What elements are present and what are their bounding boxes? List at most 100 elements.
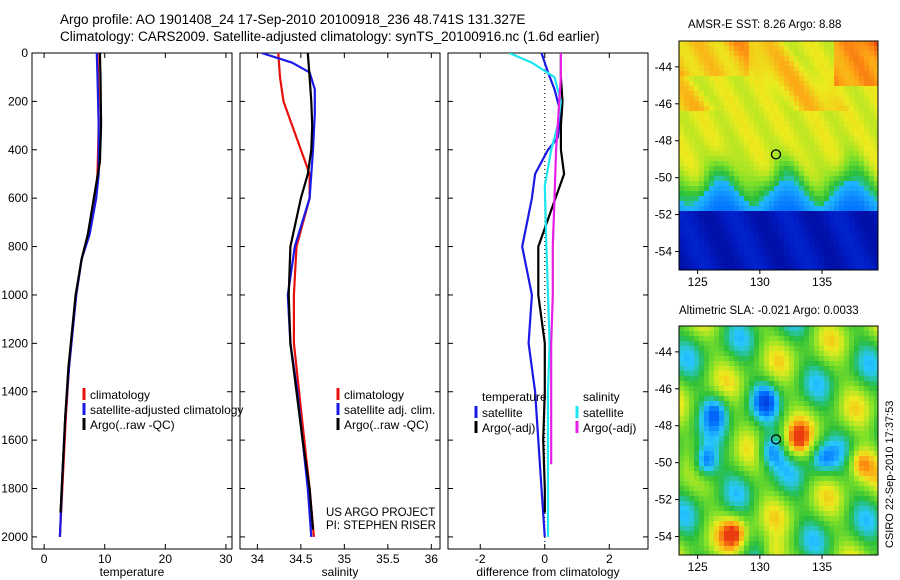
map-cell [754, 446, 760, 452]
map-cell [874, 396, 878, 402]
map-cell [744, 246, 750, 252]
map-cell [819, 76, 825, 82]
map-cell [769, 241, 775, 247]
map-cell [779, 396, 785, 402]
map-cell [789, 516, 795, 522]
map-cell [754, 116, 760, 122]
map-cell [814, 346, 820, 352]
map-cell [694, 351, 700, 357]
map-cell [814, 171, 820, 177]
map-cell [739, 86, 745, 92]
map-cell [854, 521, 860, 527]
map-cell [804, 466, 810, 472]
map-cell [849, 106, 855, 112]
map-cell [819, 326, 825, 332]
map-cell [714, 386, 720, 392]
map-cell [764, 336, 770, 342]
map-cell [779, 426, 785, 432]
map-cell [694, 196, 700, 202]
map-cell [834, 131, 840, 137]
map-cell [794, 266, 800, 270]
map-cell [864, 181, 870, 187]
map-cell [809, 341, 815, 347]
map-cell [724, 176, 730, 182]
map-cell [684, 226, 690, 232]
map-cell [784, 416, 790, 422]
map-cell [829, 71, 835, 77]
map-cell [719, 201, 725, 207]
map-cell [804, 86, 810, 92]
map-cell [854, 501, 860, 507]
map-cell [764, 211, 770, 217]
map-cell [799, 441, 805, 447]
map-cell [719, 121, 725, 127]
map-cell [819, 461, 825, 467]
map-cell [799, 346, 805, 352]
map-cell [699, 431, 705, 437]
map-cell [694, 41, 700, 47]
map-cell [699, 361, 705, 367]
map-cell [749, 536, 755, 542]
map-cell [824, 131, 830, 137]
map-cell [734, 186, 740, 192]
map-cell [714, 511, 720, 517]
map-cell [809, 351, 815, 357]
map-cell [854, 126, 860, 132]
map-cell [864, 186, 870, 192]
map-cell [849, 206, 855, 212]
map-cell [809, 441, 815, 447]
map-cell [689, 446, 695, 452]
map-cell [734, 481, 740, 487]
map-cell [819, 361, 825, 367]
map-cell [829, 496, 835, 502]
map-cell [874, 546, 878, 552]
map-cell [864, 246, 870, 252]
map-cell [689, 356, 695, 362]
map-cell [864, 146, 870, 152]
map-cell [794, 426, 800, 432]
map-cell [714, 326, 720, 332]
map-cell [849, 361, 855, 367]
map-cell [784, 181, 790, 187]
map-cell [804, 401, 810, 407]
map-cell [704, 361, 710, 367]
map-cell [824, 326, 830, 332]
map-cell [684, 391, 690, 397]
map-cell [704, 186, 710, 192]
map-cell [799, 131, 805, 137]
map-cell [709, 426, 715, 432]
map-cell [764, 96, 770, 102]
map-cell [694, 496, 700, 502]
map-cell [749, 416, 755, 422]
map-cell [844, 51, 850, 57]
map-cell [819, 176, 825, 182]
map-cell [809, 191, 815, 197]
y-tick-label: 0 [21, 46, 28, 60]
map-cell [819, 391, 825, 397]
map-cell [834, 206, 840, 212]
map-cell [799, 406, 805, 412]
map-cell [784, 511, 790, 517]
map-cell [809, 496, 815, 502]
map-cell [719, 546, 725, 552]
map-cell [789, 451, 795, 457]
map-cell [849, 516, 855, 522]
map-cell [874, 541, 878, 547]
map-cell [799, 121, 805, 127]
map-cell [744, 486, 750, 492]
map-cell [819, 211, 825, 217]
map-cell [729, 121, 735, 127]
map-cell [854, 346, 860, 352]
map-cell [719, 461, 725, 467]
map-cell [734, 446, 740, 452]
map-cell [774, 116, 780, 122]
map-cell [834, 196, 840, 202]
map-cell [729, 376, 735, 382]
map-cell [694, 456, 700, 462]
map-cell [769, 521, 775, 527]
map-cell [739, 466, 745, 472]
map-cell [844, 136, 850, 142]
map-cell [779, 81, 785, 87]
map-cell [749, 551, 755, 555]
map-cell [824, 111, 830, 117]
